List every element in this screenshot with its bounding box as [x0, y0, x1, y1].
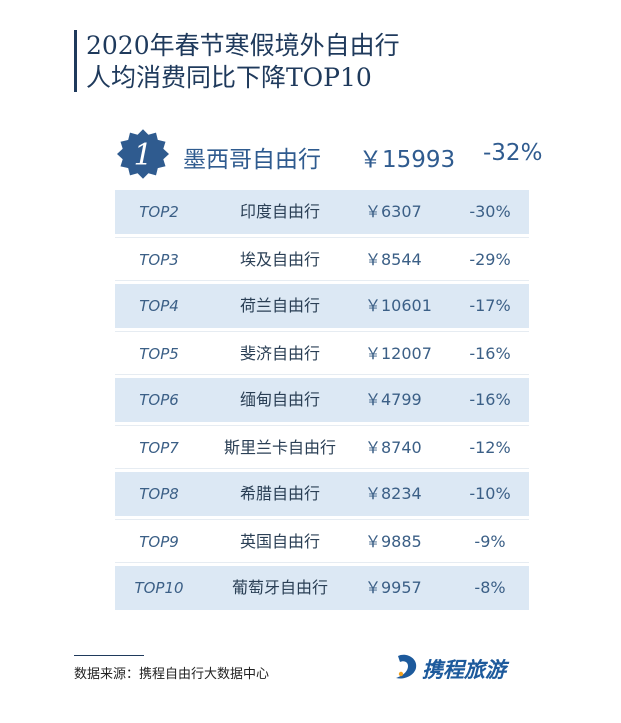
rank-label: TOP4: [139, 297, 179, 315]
destination-name: 斯里兰卡自由行: [223, 438, 336, 457]
spend-value: ￥8544: [365, 250, 422, 269]
spend-value: ￥8740: [365, 438, 422, 457]
change-value: -10%: [469, 484, 511, 503]
rank-label: TOP6: [139, 391, 179, 409]
footer-divider: [74, 655, 144, 656]
rank-label: TOP5: [139, 345, 179, 363]
table-row: TOP7 斯里兰卡自由行 ￥8740 -12%: [115, 425, 529, 469]
top1-change: -32%: [483, 140, 543, 166]
change-value: -12%: [469, 438, 511, 457]
spend-value: ￥10601: [365, 296, 432, 315]
spend-value: ￥8234: [365, 484, 422, 503]
spend-value: ￥9957: [365, 578, 422, 597]
change-value: -16%: [469, 390, 511, 409]
spend-value: ￥6307: [365, 202, 422, 221]
destination-name: 斐济自由行: [239, 344, 320, 363]
title-accent-bar: [74, 30, 77, 92]
rank-label: TOP8: [139, 485, 179, 503]
table-row: TOP9 英国自由行 ￥9885 -9%: [115, 519, 529, 563]
change-value: -30%: [469, 202, 511, 221]
rank-label: TOP3: [139, 251, 179, 269]
rank-label: TOP10: [134, 579, 184, 597]
page-title: 2020年春节寒假境外自由行 人均消费同比下降TOP10: [86, 30, 400, 94]
dolphin-logo-icon: [396, 654, 417, 679]
destination-name: 缅甸自由行: [239, 390, 320, 409]
top1-name: 墨西哥自由行: [183, 147, 321, 173]
top1-rank: 1: [133, 138, 152, 173]
ctrip-logo: 携程旅游: [392, 650, 542, 686]
table-row: TOP6 缅甸自由行 ￥4799 -16%: [115, 378, 529, 422]
data-source: 数据来源：携程自由行大数据中心: [74, 667, 270, 682]
rank-label: TOP2: [139, 203, 179, 221]
spend-value: ￥12007: [365, 344, 432, 363]
rank-label: TOP7: [139, 439, 179, 457]
title-line-2: 人均消费同比下降TOP10: [86, 63, 372, 92]
top1-row: 1 墨西哥自由行 ￥15993 -32%: [115, 128, 575, 180]
change-value: -29%: [469, 250, 511, 269]
rank-label: TOP9: [139, 533, 179, 551]
table-row: TOP8 希腊自由行 ￥8234 -10%: [115, 472, 529, 516]
table-row: TOP4 荷兰自由行 ￥10601 -17%: [115, 284, 529, 328]
change-value: -16%: [469, 344, 511, 363]
change-value: -17%: [469, 296, 511, 315]
change-value: -9%: [474, 532, 506, 551]
title-line-1: 2020年春节寒假境外自由行: [86, 31, 400, 60]
destination-name: 英国自由行: [239, 532, 320, 551]
ranking-table: TOP2 印度自由行 ￥6307 -30% TOP3 埃及自由行 ￥8544 -29% TOP4…: [115, 190, 529, 613]
table-row: TOP2 印度自由行 ￥6307 -30%: [115, 190, 529, 234]
destination-name: 希腊自由行: [239, 484, 320, 503]
table-row: TOP10 葡萄牙自由行 ￥9957 -8%: [115, 566, 529, 610]
destination-name: 荷兰自由行: [239, 296, 320, 315]
top1-price: ￥15993: [359, 147, 456, 173]
table-row: TOP3 埃及自由行 ￥8544 -29%: [115, 237, 529, 281]
spend-value: ￥9885: [365, 532, 422, 551]
change-value: -8%: [474, 578, 506, 597]
destination-name: 埃及自由行: [239, 250, 320, 269]
logo-text: 携程旅游: [422, 658, 506, 682]
destination-name: 印度自由行: [239, 202, 320, 221]
table-row: TOP5 斐济自由行 ￥12007 -16%: [115, 331, 529, 375]
spend-value: ￥4799: [365, 390, 422, 409]
destination-name: 葡萄牙自由行: [231, 578, 328, 597]
rank-badge-icon: 1: [117, 129, 169, 179]
